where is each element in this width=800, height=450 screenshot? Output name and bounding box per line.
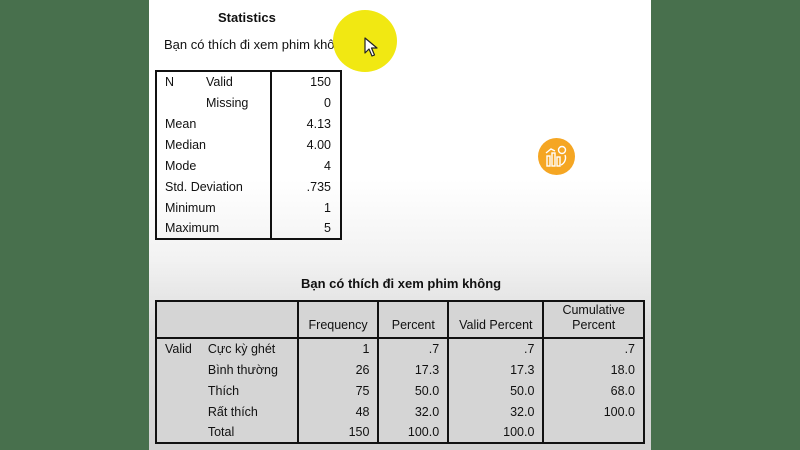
stat-value: 4.00 <box>270 134 341 155</box>
cursor-highlight <box>333 10 397 72</box>
stat-label: Mode <box>165 158 197 173</box>
mouse-pointer-icon <box>364 37 378 57</box>
group-label: Valid <box>165 342 192 356</box>
percent-value: 17.3 <box>377 359 449 380</box>
stat-sublabel: Missing <box>206 95 249 110</box>
stat-label <box>156 92 206 113</box>
statistics-title: Statistics <box>218 10 276 25</box>
cumulative-percent-value: 18.0 <box>542 359 644 380</box>
table-row: Mode 4 <box>156 155 341 176</box>
table-row: Minimum 1 <box>156 197 341 218</box>
table-row: Thích 75 50.0 50.0 68.0 <box>156 380 644 401</box>
frequency-value: 1 <box>296 338 379 359</box>
table-row: Maximum 5 <box>156 218 341 239</box>
right-side-panel <box>651 0 800 450</box>
frequency-table: Frequency Percent Valid Percent Cumulati… <box>155 300 645 444</box>
valid-percent-value: 100.0 <box>447 422 544 443</box>
stat-value: .735 <box>270 176 341 197</box>
stat-label: Minimum <box>165 200 216 215</box>
table-row: Std. Deviation .735 <box>156 176 341 197</box>
stat-sublabel: Valid <box>206 75 233 89</box>
stat-value: 4.13 <box>270 113 341 134</box>
table-row: Missing 0 <box>156 92 341 113</box>
valid-percent-value: 50.0 <box>447 380 544 401</box>
table-header-row: Frequency Percent Valid Percent Cumulati… <box>156 301 644 339</box>
stat-label: N <box>165 75 175 89</box>
cumulative-percent-value: 68.0 <box>542 380 644 401</box>
valid-percent-value: .7 <box>447 338 544 359</box>
cumulative-percent-value: 100.0 <box>542 401 644 422</box>
frequency-value: 75 <box>296 380 379 401</box>
corner-cell <box>156 301 298 339</box>
stat-value: 4 <box>270 155 341 176</box>
stat-label: Mean <box>165 116 197 131</box>
header-percent: Percent <box>377 301 449 339</box>
category-label: Total <box>207 425 235 439</box>
statistics-variable-caption: Bạn có thích đi xem phim không <box>164 37 349 52</box>
table-row: Rất thích 48 32.0 32.0 100.0 <box>156 401 644 422</box>
frequency-value: 26 <box>296 359 379 380</box>
cumulative-percent-value <box>542 422 644 443</box>
valid-percent-value: 32.0 <box>447 401 544 422</box>
stat-label: Std. Deviation <box>165 179 243 194</box>
valid-percent-value: 17.3 <box>447 359 544 380</box>
category-label: Rất thích <box>207 404 258 419</box>
percent-value: 32.0 <box>377 401 449 422</box>
table-row: Valid Cực kỳ ghét 1 .7 .7 .7 <box>156 338 644 359</box>
stat-value: 5 <box>270 218 341 239</box>
frequency-title: Bạn có thích đi xem phim không <box>301 276 502 291</box>
analytics-icon[interactable] <box>538 138 575 175</box>
table-row: N Valid 150 <box>156 71 341 92</box>
cumulative-percent-value: .7 <box>542 338 644 359</box>
percent-value: 50.0 <box>377 380 449 401</box>
stat-label: Median <box>165 137 206 152</box>
output-viewer: Statistics Bạn có thích đi xem phim khôn… <box>149 0 651 450</box>
table-row: Mean 4.13 <box>156 113 341 134</box>
header-cumulative-percent: Cumulative Percent <box>542 301 644 339</box>
stat-value: 150 <box>270 71 341 92</box>
category-label: Bình thường <box>207 362 278 377</box>
table-row: Bình thường 26 17.3 17.3 18.0 <box>156 359 644 380</box>
statistics-table: N Valid 150 Missing 0 Mean 4.13 Median 4… <box>155 70 342 240</box>
percent-value: 100.0 <box>377 422 449 443</box>
left-side-panel <box>0 0 149 450</box>
percent-value: .7 <box>377 338 449 359</box>
stat-label: Maximum <box>165 221 220 235</box>
frequency-value: 48 <box>296 401 379 422</box>
stat-value: 0 <box>270 92 341 113</box>
table-row: Median 4.00 <box>156 134 341 155</box>
table-row: Total 150 100.0 100.0 <box>156 422 644 443</box>
stat-value: 1 <box>270 197 341 218</box>
header-valid-percent: Valid Percent <box>447 301 544 339</box>
category-label: Thích <box>207 383 240 398</box>
frequency-value: 150 <box>296 422 379 443</box>
category-label: Cực kỳ ghét <box>207 342 276 356</box>
header-frequency: Frequency <box>296 301 379 339</box>
